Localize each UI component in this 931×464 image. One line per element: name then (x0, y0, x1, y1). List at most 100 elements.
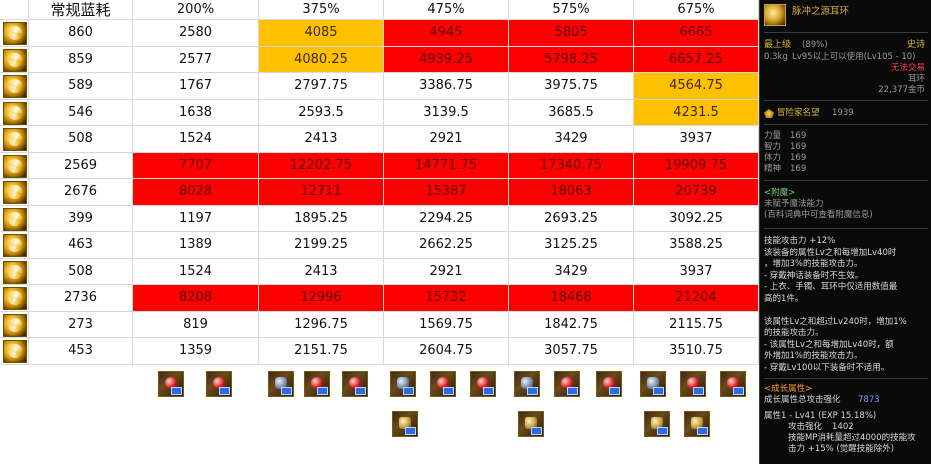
table-cell: 453 (29, 338, 133, 365)
skill-icon-cell (0, 20, 29, 47)
table-cell: 1842.75 (509, 311, 634, 338)
item-level-req: Lv95以上可以使用(Lv105 - 10) (792, 52, 916, 62)
skill-icon-cell (0, 46, 29, 73)
growth-desc1: 技能MP消耗量超过4000的技能攻 (788, 433, 916, 443)
earring-icon (158, 370, 184, 397)
enchant-header: <附魔> (764, 188, 796, 198)
effect-line: 技能攻击力 +12% (764, 236, 836, 246)
skill-icon (3, 260, 27, 284)
header-multiplier: 375% (259, 0, 384, 20)
table-cell: 3386.75 (384, 73, 509, 100)
helm-icon (514, 370, 540, 397)
table-cell: 18063 (509, 179, 634, 206)
skill-icon-cell (0, 152, 29, 179)
stat-label: 精神 (764, 164, 782, 174)
earring-icon (430, 370, 456, 397)
table-cell: 4231.5 (634, 99, 759, 126)
table-cell: 14771.75 (384, 152, 509, 179)
table-cell: 2921 (384, 258, 509, 285)
table-cell: 3125.25 (509, 232, 634, 259)
table-cell: 4085 (259, 20, 384, 47)
effect-line: - 穿戴Lv100以下装备时不适用。 (764, 362, 890, 373)
table-cell: 4945 (384, 20, 509, 47)
header-multiplier: 200% (133, 0, 259, 20)
table-cell: 3975.75 (509, 73, 634, 100)
enchant-line2: (百科词典中可查看附魔信息) (764, 210, 873, 220)
growth-header: <成长属性> (764, 384, 813, 394)
weapon-icon (342, 370, 368, 397)
table-cell: 15732 (384, 285, 509, 312)
table-cell: 2604.75 (384, 338, 509, 365)
table-cell: 3937 (634, 126, 759, 153)
table-cell: 7707 (133, 152, 259, 179)
skill-icon-cell (0, 285, 29, 312)
table-cell: 6665 (634, 20, 759, 47)
stat-label: 体力 (764, 153, 782, 163)
table-cell: 859 (29, 46, 133, 73)
table-cell: 546 (29, 99, 133, 126)
table-cell: 1524 (133, 126, 259, 153)
table-cell: 2736 (29, 285, 133, 312)
item-weight: 0.3kg (764, 52, 788, 62)
header-multiplier: 575% (509, 0, 634, 20)
header-multiplier: 675% (634, 0, 759, 20)
growth-total-label: 成长属性总攻击强化 (764, 395, 841, 405)
table-cell: 2413 (259, 126, 384, 153)
table-cell: 3937 (634, 258, 759, 285)
table-cell: 3092.25 (634, 205, 759, 232)
skill-icon-cell (0, 99, 29, 126)
chest-icon (644, 410, 670, 437)
helm-icon (268, 370, 294, 397)
table-cell: 3057.75 (509, 338, 634, 365)
effect-line: ，增加3%的技能攻击力。 (764, 259, 863, 269)
item-grade: 最上级 (764, 40, 792, 50)
renown-icon (764, 109, 774, 118)
skill-icon (3, 101, 27, 125)
table-cell: 4080.25 (259, 46, 384, 73)
skill-icon-cell (0, 179, 29, 206)
earring-icon (304, 370, 330, 397)
table-cell: 4939.25 (384, 46, 509, 73)
skill-icon (3, 340, 27, 363)
effect-line: 高的1件。 (764, 293, 804, 304)
earring-icon (554, 370, 580, 397)
table-cell: 4564.75 (634, 73, 759, 100)
effect-line: - 上衣、手镯、耳环中仅适用数值最 (764, 282, 898, 292)
table-cell: 2921 (384, 126, 509, 153)
table-cell: 819 (133, 311, 259, 338)
item-tooltip: 脉冲之源耳环 最上级 (89%) 史诗 0.3kg Lv95以上可以使用(Lv1… (759, 0, 931, 464)
table-cell: 21204 (634, 285, 759, 312)
chest-icon (684, 410, 710, 437)
table-cell: 12996 (259, 285, 384, 312)
table-cell: 1767 (133, 73, 259, 100)
table-cell: 8208 (133, 285, 259, 312)
table-cell: 2693.25 (509, 205, 634, 232)
table-cell: 2577 (133, 46, 259, 73)
table-cell: 463 (29, 232, 133, 259)
table-cell: 860 (29, 20, 133, 47)
header-corner (0, 0, 29, 20)
table-cell: 3510.75 (634, 338, 759, 365)
skill-icon-cell (0, 258, 29, 285)
chest-icon (392, 410, 418, 437)
skill-icon (3, 128, 27, 151)
table-cell: 2797.75 (259, 73, 384, 100)
item-name: 脉冲之源耳环 (792, 6, 850, 17)
table-cell: 8028 (133, 179, 259, 206)
table-cell: 3429 (509, 258, 634, 285)
table-cell: 1524 (133, 258, 259, 285)
enchant-line1: 未赋予魔法能力 (764, 199, 824, 209)
table-cell: 3139.5 (384, 99, 509, 126)
table-cell: 2151.75 (259, 338, 384, 365)
table-cell: 17340.75 (509, 152, 634, 179)
table-cell: 2580 (133, 20, 259, 47)
table-cell: 19909.75 (634, 152, 759, 179)
effect-line: 该属性Lv之和超过Lv240时，增加1% (764, 316, 907, 327)
skill-icon (3, 313, 27, 337)
item-rarity: 史诗 (906, 40, 925, 50)
table-cell: 3685.5 (509, 99, 634, 126)
effect-line: 该装备的属性Lv之和每增加Lv40时 (764, 247, 897, 258)
weapon-icon (206, 370, 232, 397)
item-slot: 耳环 (907, 74, 925, 84)
growth-attack-value: 1402 (832, 422, 854, 432)
